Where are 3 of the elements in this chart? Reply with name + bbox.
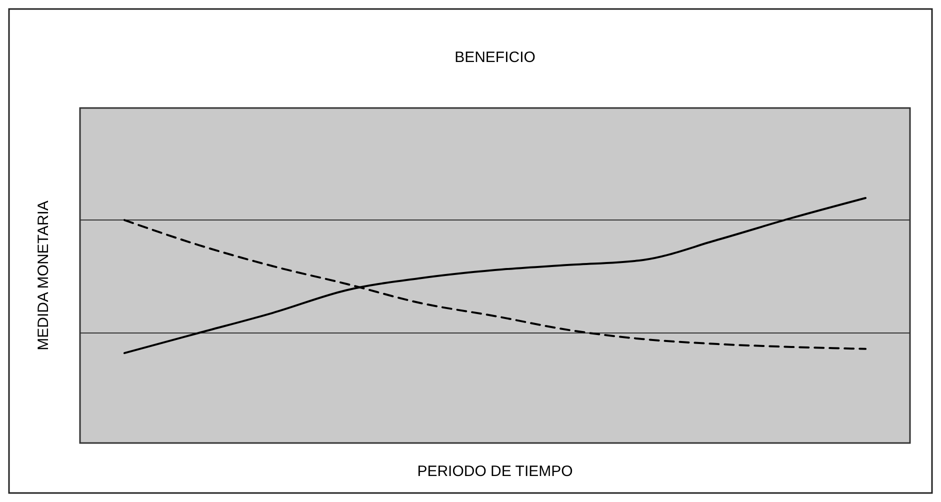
chart-title: BENEFICIO bbox=[454, 49, 536, 66]
x-axis-title: PERIODO DE TIEMPO bbox=[417, 463, 573, 480]
y-axis-title: MEDIDA MONETARIA bbox=[35, 200, 52, 350]
